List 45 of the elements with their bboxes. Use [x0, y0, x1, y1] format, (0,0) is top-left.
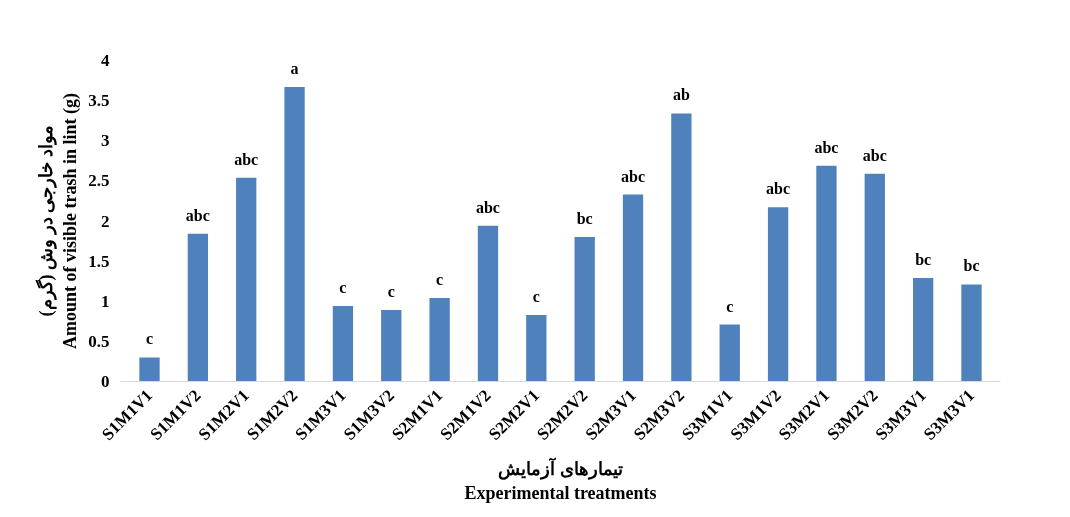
- data-label: abc: [814, 138, 839, 156]
- y-tick-label: 0.5: [88, 331, 110, 351]
- y-tick-label: 1: [101, 291, 110, 311]
- data-label: bc: [963, 257, 980, 275]
- bar: [381, 310, 402, 382]
- data-label: c: [387, 283, 395, 301]
- data-label: c: [532, 287, 540, 305]
- data-label: a: [290, 59, 299, 77]
- y-tick-label: 3: [101, 131, 110, 151]
- bar: [671, 113, 692, 382]
- data-label: abc: [234, 150, 259, 168]
- bar: [816, 165, 837, 382]
- bar: [139, 357, 160, 382]
- y-tick-label: 4: [101, 51, 110, 70]
- data-label: c: [726, 297, 734, 315]
- bar: [912, 277, 934, 382]
- bar: [187, 233, 209, 382]
- bar: [719, 324, 740, 382]
- data-label: c: [339, 279, 347, 297]
- data-label: abc: [766, 180, 791, 198]
- data-label: bc: [576, 210, 593, 228]
- bar: [332, 306, 354, 382]
- y-tick-label: 2: [101, 211, 110, 231]
- data-label: abc: [862, 146, 887, 164]
- bar: [284, 86, 305, 382]
- data-label: abc: [185, 206, 210, 224]
- bar: [477, 225, 499, 382]
- bar: [961, 284, 982, 382]
- bar: [574, 237, 595, 382]
- bar: [429, 298, 450, 382]
- data-label: bc: [915, 250, 932, 268]
- bar: [864, 173, 885, 382]
- y-tick-label: 0: [101, 372, 110, 391]
- bar: [236, 177, 257, 382]
- data-label: c: [436, 271, 444, 289]
- y-tick-label: 3.5: [88, 91, 110, 111]
- data-label: abc: [621, 167, 646, 185]
- data-label: abc: [475, 198, 500, 216]
- data-label: ab: [672, 86, 690, 104]
- y-tick-label: 2.5: [88, 171, 110, 191]
- data-label: c: [145, 330, 154, 348]
- bar: [622, 194, 644, 382]
- y-tick-label: 1.5: [88, 251, 110, 271]
- bar: [526, 314, 547, 382]
- bar: [767, 207, 789, 382]
